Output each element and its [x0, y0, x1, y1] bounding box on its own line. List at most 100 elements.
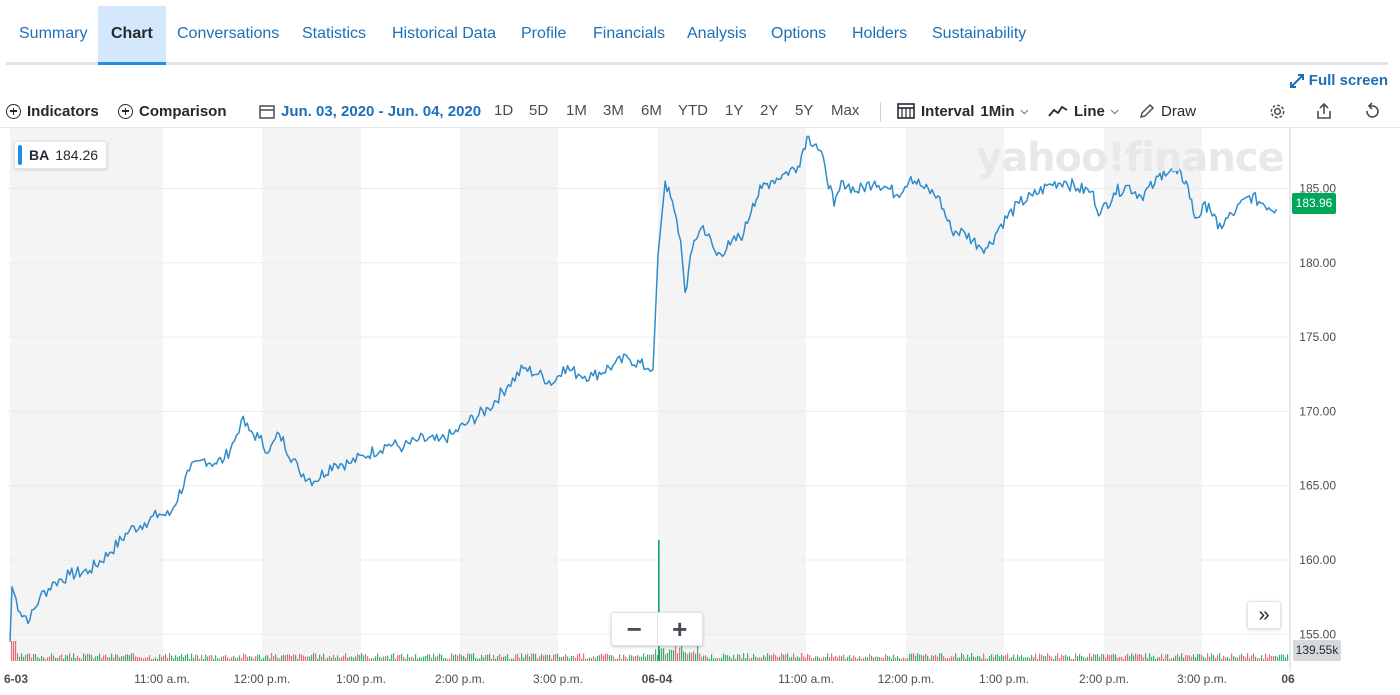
tab-conversations[interactable]: Conversations — [177, 25, 280, 42]
chart-type-selector[interactable]: Line ⌵ — [1048, 96, 1118, 126]
volume-bar — [1127, 653, 1129, 661]
date-range-label: Jun. 03, 2020 - Jun. 04, 2020 — [281, 102, 482, 120]
volume-bar — [851, 658, 853, 661]
volume-bar — [867, 657, 869, 661]
volume-bar — [589, 657, 591, 661]
period-2y-button[interactable]: 2Y — [760, 102, 779, 119]
volume-bar — [1133, 655, 1135, 661]
volume-bar — [41, 655, 43, 661]
tab-chart[interactable]: Chart — [98, 6, 166, 65]
volume-bar — [527, 653, 529, 661]
settings-button[interactable] — [1269, 96, 1286, 126]
volume-bar — [879, 657, 881, 661]
volume-bar — [131, 653, 133, 661]
volume-bar — [843, 654, 845, 661]
volume-bar — [937, 656, 939, 661]
full-screen-button[interactable]: Full screen — [1289, 72, 1388, 89]
volume-bar — [643, 653, 645, 661]
volume-bar — [291, 656, 293, 661]
volume-bar — [57, 657, 59, 661]
volume-bar — [353, 657, 355, 661]
volume-bar — [247, 656, 249, 661]
volume-bar — [775, 655, 777, 661]
volume-bar — [997, 654, 999, 661]
volume-bar — [1145, 653, 1147, 661]
volume-bar — [69, 653, 71, 661]
comparison-button[interactable]: Comparison — [118, 96, 227, 126]
volume-bar — [1037, 658, 1039, 661]
volume-bar — [123, 656, 125, 661]
volume-bar — [383, 656, 385, 661]
share-button[interactable] — [1316, 96, 1332, 126]
period-1y-button[interactable]: 1Y — [725, 102, 744, 119]
tab-analysis[interactable]: Analysis — [687, 25, 747, 42]
series-legend[interactable]: BA 184.26 — [14, 141, 108, 169]
volume-bar — [795, 657, 797, 661]
draw-button[interactable]: Draw — [1139, 96, 1196, 126]
volume-bar — [559, 656, 561, 661]
indicators-button[interactable]: Indicators — [6, 96, 99, 126]
volume-bar — [509, 658, 511, 661]
tab-statistics[interactable]: Statistics — [302, 25, 367, 42]
price-chart[interactable]: 185.00 180.00 175.00 170.00 165.00 160.00 155.… — [0, 128, 1400, 695]
volume-bar — [803, 656, 805, 661]
tab-holders[interactable]: Holders — [852, 25, 908, 42]
volume-bar — [479, 658, 481, 661]
period-ytd-button[interactable]: YTD — [678, 102, 708, 119]
period-1m-button[interactable]: 1M — [566, 102, 587, 119]
period-1d-button[interactable]: 1D — [494, 102, 514, 119]
volume-bar — [11, 641, 13, 661]
tab-options[interactable]: Options — [771, 25, 827, 42]
volume-bar — [939, 653, 941, 661]
tab-sustainability[interactable]: Sustainability — [932, 25, 1027, 42]
tab-profile[interactable]: Profile — [521, 25, 567, 42]
volume-bar — [61, 654, 63, 661]
volume-bar — [1195, 657, 1197, 661]
volume-bar — [649, 654, 651, 661]
period-5y-button[interactable]: 5Y — [795, 102, 814, 119]
volume-bar — [507, 653, 509, 661]
volume-bar — [273, 655, 275, 661]
volume-bar — [149, 655, 151, 661]
volume-bar — [249, 655, 251, 661]
volume-bar — [1049, 655, 1051, 661]
period-3m-button[interactable]: 3M — [603, 102, 624, 119]
volume-bar — [1053, 658, 1055, 661]
volume-bar — [1153, 655, 1155, 661]
volume-bar — [1099, 656, 1101, 661]
volume-bar — [419, 657, 421, 661]
period-5d-button[interactable]: 5D — [529, 102, 549, 119]
scroll-to-latest-button[interactable]: » — [1247, 601, 1281, 629]
volume-bar — [1273, 656, 1275, 661]
zoom-in-button[interactable]: + — [656, 613, 703, 645]
tab-financials[interactable]: Financials — [593, 25, 666, 42]
volume-bar — [45, 658, 47, 661]
volume-bar — [53, 655, 55, 661]
date-range-button[interactable]: Jun. 03, 2020 - Jun. 04, 2020 — [259, 96, 481, 126]
volume-bar — [225, 654, 227, 661]
volume-bar — [441, 654, 443, 661]
tab-summary[interactable]: Summary — [19, 25, 88, 42]
volume-bar — [987, 658, 989, 661]
tab-historical-data[interactable]: Historical Data — [392, 25, 497, 42]
volume-bar — [335, 657, 337, 661]
zoom-out-button[interactable]: − — [626, 613, 642, 644]
volume-spike-bar — [658, 540, 660, 661]
volume-bar — [449, 658, 451, 661]
volume-bar — [709, 658, 711, 661]
volume-bar — [81, 658, 83, 661]
reset-button[interactable] — [1364, 96, 1380, 126]
volume-bar — [877, 656, 879, 661]
volume-bar — [1171, 658, 1173, 661]
interval-selector[interactable]: Interval 1Min ⌵ — [897, 96, 1028, 126]
volume-bar — [1233, 656, 1235, 661]
period-6m-button[interactable]: 6M — [641, 102, 662, 119]
volume-bar — [257, 654, 259, 661]
volume-bar — [1263, 658, 1265, 661]
volume-bar — [845, 658, 847, 661]
volume-bar — [159, 654, 161, 661]
period-max-button[interactable]: Max — [831, 102, 860, 119]
volume-bar — [1063, 655, 1065, 661]
volume-bar — [691, 652, 693, 661]
volume-bar — [777, 657, 779, 661]
